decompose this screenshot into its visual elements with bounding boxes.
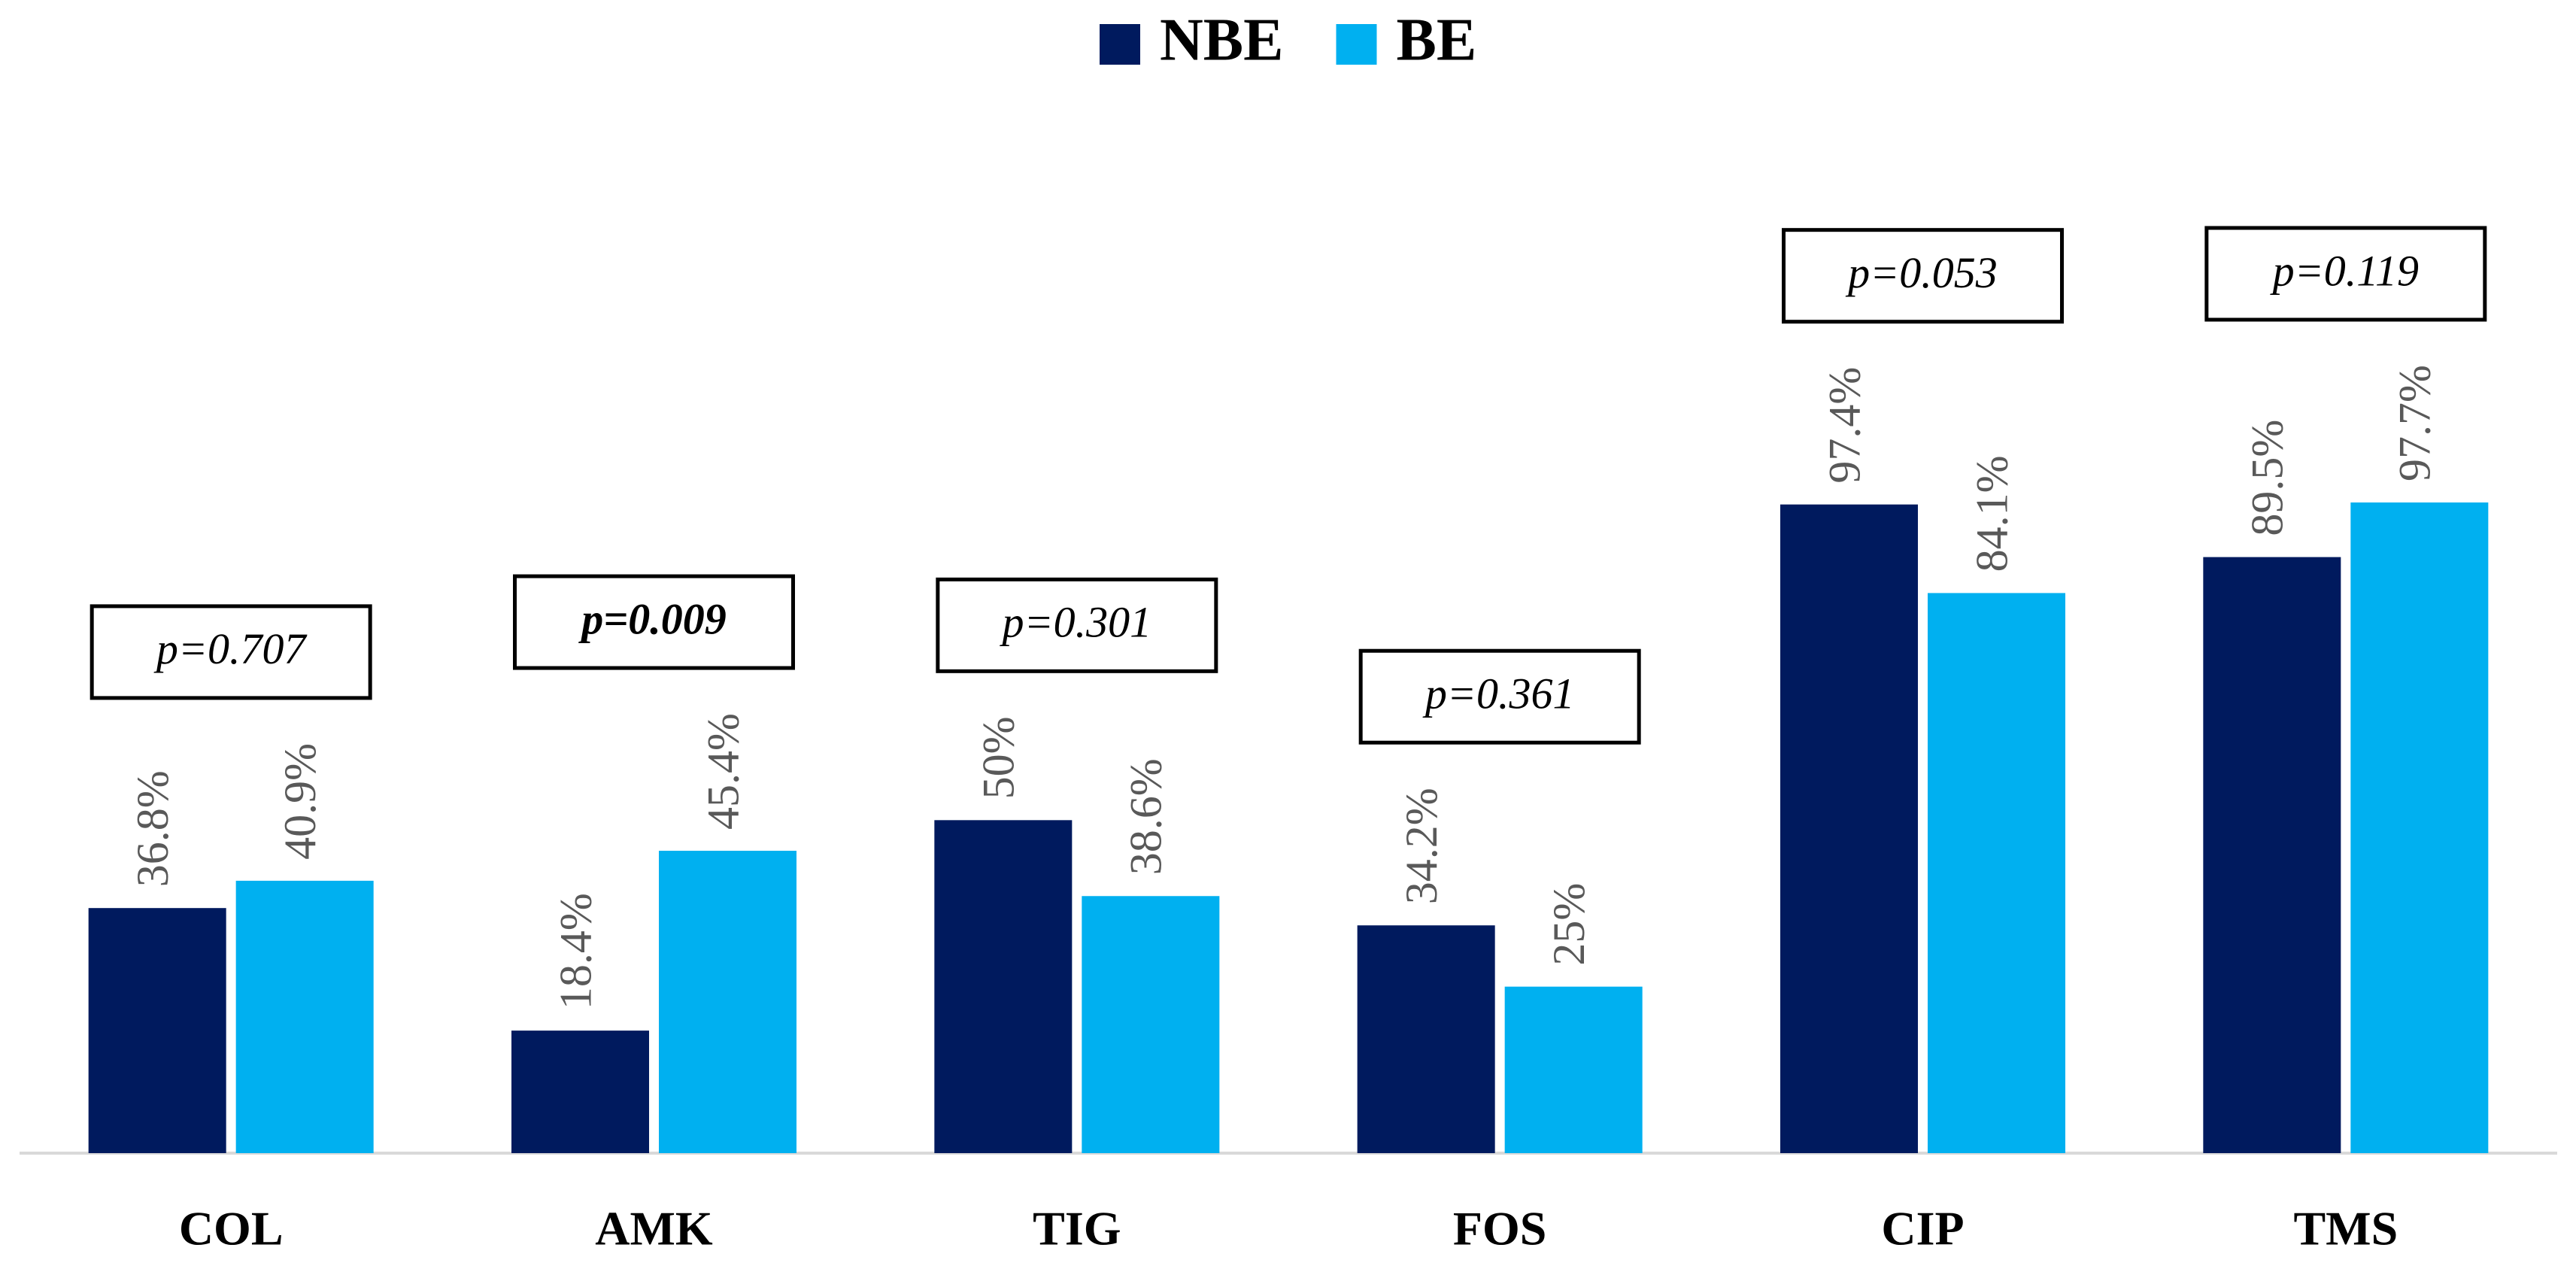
value-label: 34.2%: [1397, 788, 1446, 904]
value-label: 97.7%: [2390, 365, 2440, 481]
value-label: 40.9%: [275, 743, 325, 860]
x-tick-label: COL: [179, 1202, 284, 1255]
legend-label: BE: [1397, 7, 1477, 73]
p-value-frame: [513, 574, 795, 670]
bar: [1504, 986, 1643, 1153]
legend-swatch: [1336, 24, 1377, 65]
p-value-box: p=0.707: [90, 604, 372, 700]
bar: [1082, 896, 1220, 1153]
p-value: p=0.301: [1000, 598, 1152, 647]
bar: [934, 820, 1073, 1153]
value-label: 25%: [1544, 883, 1594, 966]
p-value-frame: [1782, 228, 2064, 324]
value-label: 50%: [974, 716, 1024, 799]
x-tick-label: TMS: [2293, 1202, 2398, 1255]
p-value-box: p=0.009: [513, 574, 795, 670]
p-value: p=0.119: [2270, 246, 2419, 295]
value-label: 18.4%: [551, 893, 600, 1009]
p-value-frame: [90, 604, 372, 700]
p-value-box: p=0.119: [2204, 226, 2487, 322]
legend-swatch: [1100, 24, 1140, 65]
bar: [511, 1031, 649, 1153]
bar: [1928, 593, 2065, 1153]
value-label: 36.8%: [128, 770, 177, 887]
legend-label: NBE: [1160, 7, 1284, 73]
bar: [235, 880, 374, 1153]
x-tick-label: FOS: [1453, 1202, 1546, 1255]
bar: [2350, 502, 2489, 1153]
value-label: 97.4%: [1819, 367, 1869, 484]
p-value-box: p=0.053: [1782, 228, 2064, 324]
p-value-frame: [1358, 648, 1641, 745]
p-value: p=0.361: [1422, 669, 1575, 718]
value-label: 45.4%: [698, 713, 748, 830]
x-tick-label: TIG: [1033, 1202, 1121, 1255]
bar: [659, 851, 796, 1153]
bar: [1780, 504, 1918, 1153]
p-value-box: p=0.361: [1358, 648, 1641, 745]
p-value: p=0.053: [1845, 248, 1998, 297]
value-label: 38.6%: [1121, 758, 1171, 875]
value-label: 84.1%: [1967, 455, 2016, 572]
bar: [88, 908, 226, 1153]
p-value-box: p=0.301: [936, 577, 1218, 673]
p-value-frame: [2204, 226, 2487, 322]
p-value: p=0.707: [153, 624, 308, 673]
x-tick-label: CIP: [1881, 1202, 1964, 1255]
bar: [1357, 925, 1495, 1153]
p-value-frame: [936, 577, 1218, 673]
x-tick-label: AMK: [595, 1202, 713, 1255]
bar: [2203, 557, 2341, 1153]
p-value: p=0.009: [578, 594, 727, 643]
legend: NBE BE: [1100, 7, 1476, 73]
value-label: 89.5%: [2243, 420, 2292, 536]
